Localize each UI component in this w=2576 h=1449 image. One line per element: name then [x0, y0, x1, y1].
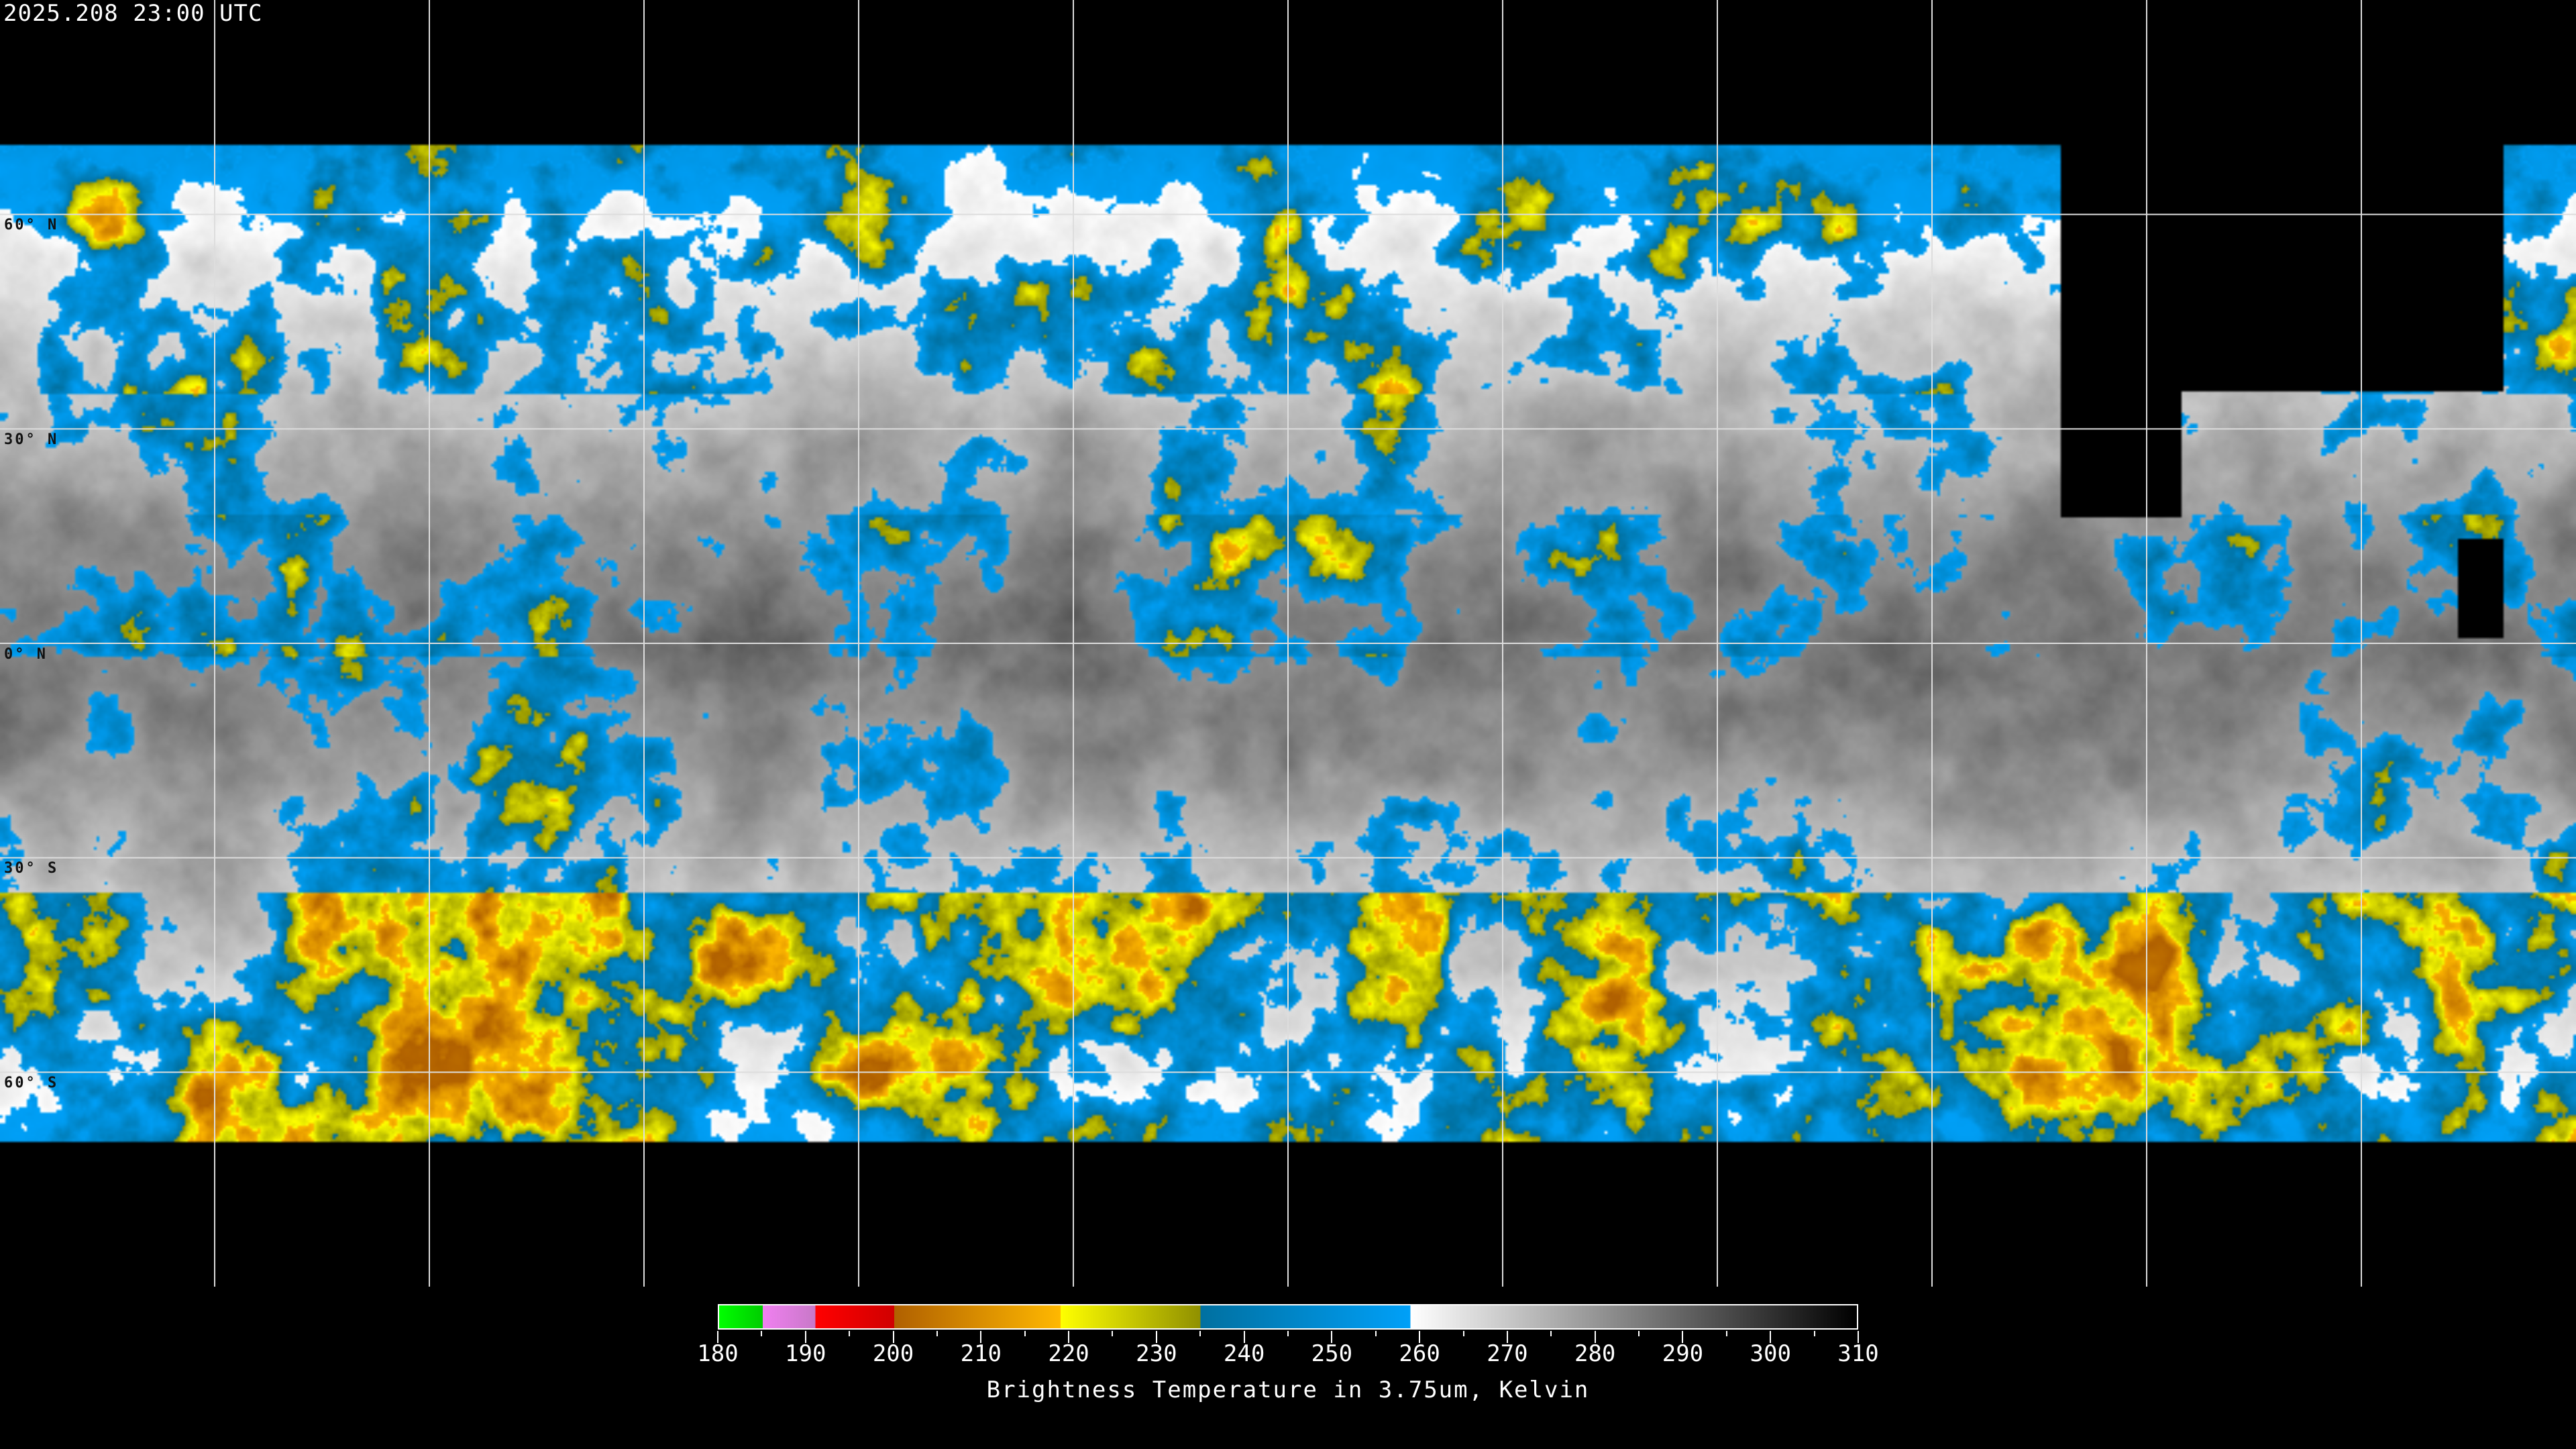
- colorbar-tick: [1725, 1331, 1727, 1336]
- colorbar-tick-label: 230: [1136, 1340, 1177, 1367]
- colorbar-tick: [1243, 1331, 1245, 1343]
- colorbar-tick: [1419, 1331, 1421, 1343]
- colorbar-tick: [892, 1331, 894, 1343]
- colorbar: [718, 1304, 1858, 1330]
- colorbar-tick: [1331, 1331, 1333, 1343]
- colorbar-tick: [1682, 1331, 1684, 1343]
- colorbar-tick: [1287, 1331, 1289, 1336]
- colorbar-tick: [849, 1331, 851, 1336]
- colorbar-tick: [980, 1331, 982, 1343]
- lat-label-0n: 0° N: [4, 646, 48, 663]
- colorbar-tick: [1199, 1331, 1201, 1336]
- colorbar-tick-label: 220: [1048, 1340, 1089, 1367]
- colorbar-tick-label: 250: [1311, 1340, 1353, 1367]
- colorbar-tick: [1813, 1331, 1815, 1336]
- colorbar-tick-label: 180: [697, 1340, 739, 1367]
- lat-label-30s: 30° S: [4, 860, 59, 877]
- timestamp: 2025.208 23:00 UTC: [3, 0, 263, 27]
- colorbar-tick: [804, 1331, 806, 1343]
- colorbar-tick: [1638, 1331, 1640, 1336]
- colorbar-tick: [1112, 1331, 1114, 1336]
- colorbar-title: Brightness Temperature in 3.75um, Kelvin: [0, 1377, 2576, 1403]
- colorbar-tick-label: 280: [1574, 1340, 1616, 1367]
- colorbar-tick: [717, 1331, 718, 1343]
- lat-lon-grid: [0, 0, 2576, 1287]
- colorbar-tick: [1155, 1331, 1157, 1343]
- colorbar-tick: [1024, 1331, 1026, 1336]
- colorbar-tick-label: 260: [1399, 1340, 1440, 1367]
- colorbar-tick: [1068, 1331, 1070, 1343]
- colorbar-tick: [1594, 1331, 1596, 1343]
- colorbar-tick-label: 190: [785, 1340, 826, 1367]
- colorbar-tick: [1858, 1331, 1859, 1343]
- lat-label-60n: 60° N: [4, 217, 59, 233]
- lat-label-60s: 60° S: [4, 1075, 59, 1091]
- lat-label-30n: 30° N: [4, 431, 59, 448]
- colorbar-tick: [761, 1331, 763, 1336]
- colorbar-tick-label: 270: [1487, 1340, 1528, 1367]
- colorbar-tick: [1550, 1331, 1552, 1336]
- colorbar-tick: [1506, 1331, 1508, 1343]
- colorbar-title-text: Brightness Temperature in 3.75um, Kelvin: [986, 1377, 1590, 1403]
- colorbar-tick-label: 290: [1662, 1340, 1704, 1367]
- colorbar-tick-label: 300: [1750, 1340, 1791, 1367]
- colorbar-tick-label: 240: [1223, 1340, 1265, 1367]
- colorbar-tick: [1375, 1331, 1377, 1336]
- colorbar-tick: [1462, 1331, 1464, 1336]
- colorbar-tick: [1770, 1331, 1772, 1343]
- colorbar-tick-label: 210: [960, 1340, 1002, 1367]
- colorbar-tick: [936, 1331, 938, 1336]
- colorbar-tick-label: 310: [1837, 1340, 1879, 1367]
- colorbar-tick-label: 200: [872, 1340, 914, 1367]
